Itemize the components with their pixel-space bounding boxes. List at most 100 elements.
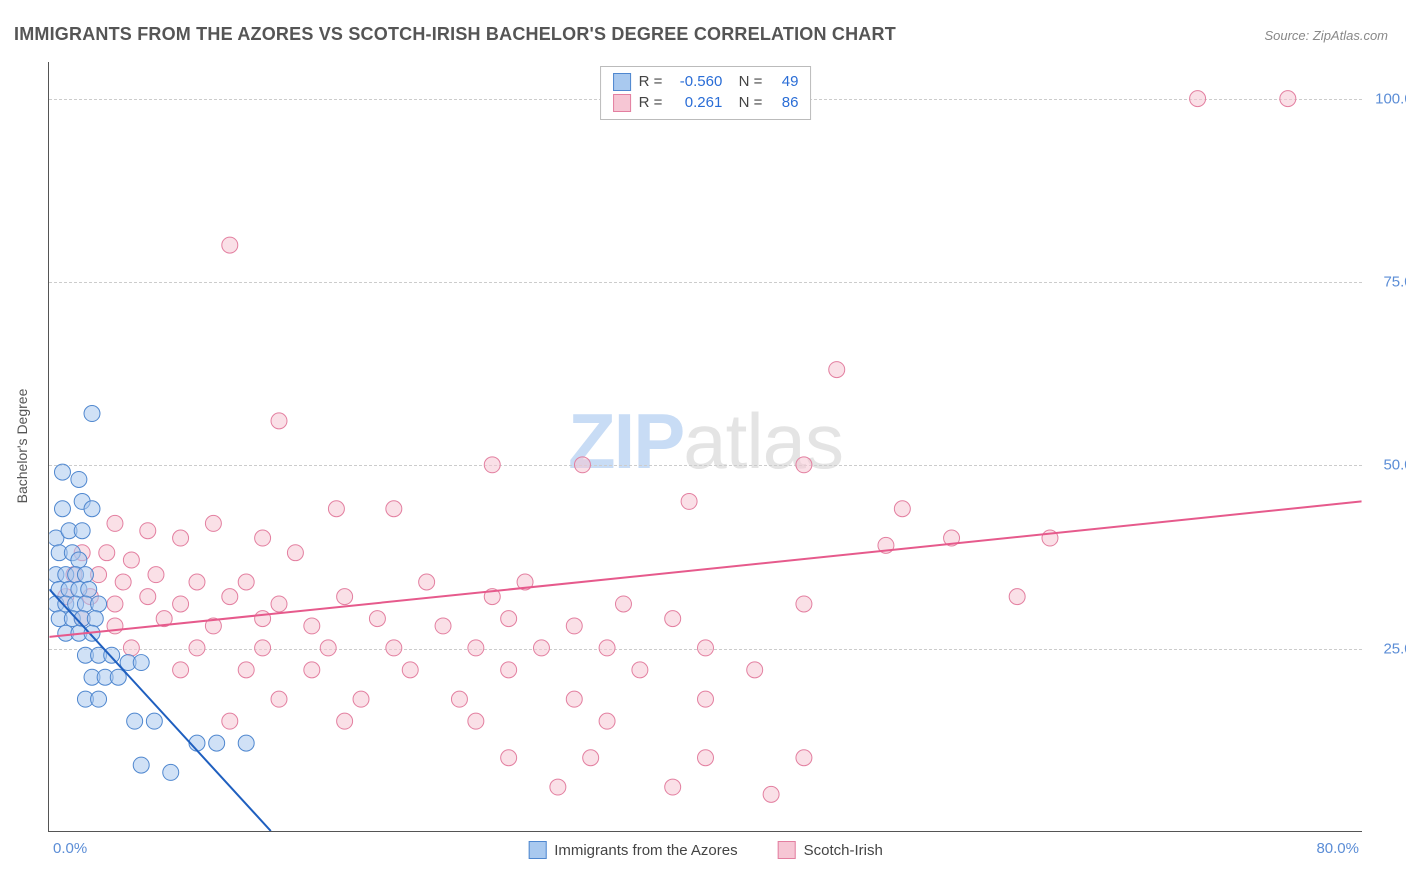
scatter-point-scotch_irish [82, 589, 98, 605]
scatter-point-scotch_irish [189, 574, 205, 590]
scatter-point-scotch_irish [369, 611, 385, 627]
scatter-point-azores [71, 552, 87, 568]
grid-line [49, 649, 1362, 650]
swatch-azores [613, 73, 631, 91]
y-tick-label: 100.0% [1370, 90, 1406, 107]
r-value-scotch-irish: 0.261 [670, 92, 722, 113]
scatter-point-scotch_irish [328, 501, 344, 517]
scatter-point-azores [64, 611, 80, 627]
scatter-point-azores [74, 523, 90, 539]
scatter-point-scotch_irish [107, 515, 123, 531]
scatter-point-scotch_irish [205, 618, 221, 634]
legend-label-azores: Immigrants from the Azores [554, 842, 737, 859]
scatter-point-azores [68, 596, 84, 612]
scatter-point-scotch_irish [74, 545, 90, 561]
x-tick-label: 0.0% [53, 840, 87, 857]
scatter-point-scotch_irish [698, 691, 714, 707]
scatter-point-scotch_irish [386, 501, 402, 517]
scatter-point-scotch_irish [173, 596, 189, 612]
chart-container: IMMIGRANTS FROM THE AZORES VS SCOTCH-IRI… [0, 0, 1406, 892]
scatter-point-scotch_irish [566, 618, 582, 634]
scatter-point-scotch_irish [451, 691, 467, 707]
scatter-point-azores [97, 669, 113, 685]
scatter-point-azores [84, 501, 100, 517]
scatter-point-scotch_irish [271, 691, 287, 707]
scatter-point-scotch_irish [173, 530, 189, 546]
y-axis-label: Bachelor's Degree [14, 389, 30, 504]
scatter-point-scotch_irish [156, 611, 172, 627]
legend-item-scotch-irish: Scotch-Irish [778, 841, 883, 859]
scatter-point-scotch_irish [58, 589, 74, 605]
scatter-point-scotch_irish [66, 567, 82, 583]
scatter-point-scotch_irish [894, 501, 910, 517]
scatter-point-azores [58, 567, 74, 583]
scatter-point-scotch_irish [238, 574, 254, 590]
scatter-point-scotch_irish [468, 713, 484, 729]
scatter-point-scotch_irish [238, 662, 254, 678]
scatter-point-azores [51, 581, 67, 597]
grid-line [49, 282, 1362, 283]
trend-line-azores [49, 589, 270, 831]
scatter-point-scotch_irish [944, 530, 960, 546]
scatter-point-azores [110, 669, 126, 685]
legend-swatch-azores [528, 841, 546, 859]
scatter-point-scotch_irish [796, 750, 812, 766]
scatter-point-azores [74, 611, 90, 627]
scatter-point-azores [87, 611, 103, 627]
scatter-point-azores [209, 735, 225, 751]
scatter-point-azores [77, 567, 93, 583]
scatter-point-azores [58, 596, 74, 612]
scatter-point-azores [48, 530, 64, 546]
scatter-point-azores [81, 581, 97, 597]
scatter-point-scotch_irish [287, 545, 303, 561]
scatter-point-scotch_irish [566, 691, 582, 707]
scatter-point-azores [84, 669, 100, 685]
legend-swatch-scotch-irish [778, 841, 796, 859]
scatter-point-scotch_irish [115, 574, 131, 590]
scatter-point-azores [189, 735, 205, 751]
scatter-point-azores [71, 471, 87, 487]
scatter-point-azores [71, 581, 87, 597]
scatter-point-scotch_irish [205, 515, 221, 531]
scatter-point-azores [54, 464, 70, 480]
scatter-point-scotch_irish [501, 611, 517, 627]
scatter-point-scotch_irish [763, 786, 779, 802]
scatter-point-scotch_irish [698, 750, 714, 766]
scatter-point-scotch_irish [107, 596, 123, 612]
series-legend: Immigrants from the Azores Scotch-Irish [528, 841, 883, 859]
scatter-point-scotch_irish [484, 589, 500, 605]
scatter-point-azores [84, 406, 100, 422]
scatter-point-azores [91, 691, 107, 707]
scatter-point-azores [163, 764, 179, 780]
scatter-point-scotch_irish [583, 750, 599, 766]
scatter-point-azores [133, 757, 149, 773]
scatter-point-scotch_irish [140, 523, 156, 539]
scatter-point-scotch_irish [632, 662, 648, 678]
scatter-point-scotch_irish [222, 589, 238, 605]
legend-row-azores: R = -0.560 N = 49 [613, 71, 799, 92]
legend-item-azores: Immigrants from the Azores [528, 841, 737, 859]
grid-line [49, 465, 1362, 466]
scatter-point-scotch_irish [74, 611, 90, 627]
correlation-legend: R = -0.560 N = 49 R = 0.261 N = 86 [600, 66, 812, 120]
scatter-point-azores [91, 596, 107, 612]
scatter-point-scotch_irish [501, 750, 517, 766]
scatter-point-azores [77, 691, 93, 707]
scatter-point-scotch_irish [353, 691, 369, 707]
legend-row-scotch-irish: R = 0.261 N = 86 [613, 92, 799, 113]
scatter-point-scotch_irish [665, 611, 681, 627]
trend-line-scotch_irish [49, 501, 1361, 636]
scatter-point-azores [127, 713, 143, 729]
scatter-point-scotch_irish [255, 611, 271, 627]
scatter-point-scotch_irish [140, 589, 156, 605]
scatter-point-scotch_irish [148, 567, 164, 583]
scatter-point-azores [48, 567, 64, 583]
scatter-point-scotch_irish [1042, 530, 1058, 546]
scatter-point-scotch_irish [665, 779, 681, 795]
scatter-point-scotch_irish [222, 237, 238, 253]
scatter-point-scotch_irish [304, 662, 320, 678]
scatter-point-azores [146, 713, 162, 729]
plot-area: ZIPatlas 25.0%50.0%75.0%100.0% 0.0%80.0%… [48, 62, 1362, 832]
scatter-point-scotch_irish [123, 552, 139, 568]
scatter-point-scotch_irish [91, 567, 107, 583]
